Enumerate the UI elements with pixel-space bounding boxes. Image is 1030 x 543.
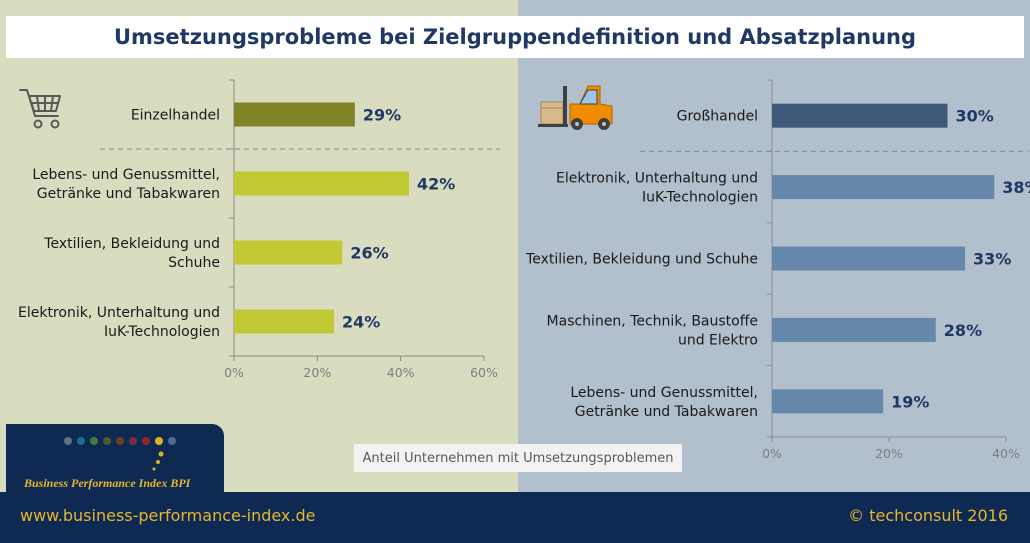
category-label: IuK-Technologien xyxy=(104,324,220,340)
value-label: 38% xyxy=(1002,178,1030,197)
footer-copyright: © techconsult 2016 xyxy=(848,506,1008,525)
value-label: 19% xyxy=(891,392,929,411)
bar xyxy=(772,317,936,342)
category-label: Einzelhandel xyxy=(131,108,220,124)
category-label: Lebens- und Genussmittel, xyxy=(32,167,220,183)
bar xyxy=(772,246,966,271)
bar xyxy=(234,309,334,334)
value-label: 28% xyxy=(944,321,982,340)
bar xyxy=(772,389,884,414)
category-label: Elektronik, Unterhaltung und xyxy=(18,305,220,321)
legend-caption-box: Anteil Unternehmen mit Umsetzungsproblem… xyxy=(354,444,682,472)
category-label: Getränke und Tabakwaren xyxy=(37,186,220,202)
x-tick-label: 20% xyxy=(303,365,331,380)
category-label: Textilien, Bekleidung und xyxy=(43,236,220,252)
category-label: Maschinen, Technik, Baustoffe xyxy=(547,313,758,329)
category-label: Lebens- und Genussmittel, xyxy=(570,385,758,401)
bar xyxy=(772,103,948,128)
title-bar: Umsetzungsprobleme bei Zielgruppendefini… xyxy=(6,16,1024,58)
value-label: 42% xyxy=(417,175,455,194)
forklift-icon xyxy=(538,85,613,130)
value-label: 29% xyxy=(363,106,401,125)
value-label: 26% xyxy=(350,244,388,263)
x-tick-label: 20% xyxy=(875,446,903,461)
x-tick-label: 0% xyxy=(224,365,244,380)
x-tick-label: 60% xyxy=(470,365,498,380)
value-label: 24% xyxy=(342,313,380,332)
x-tick-label: 0% xyxy=(762,446,782,461)
bar xyxy=(234,171,409,196)
category-label: Schuhe xyxy=(168,255,220,271)
footer-url[interactable]: www.business-performance-index.de xyxy=(20,506,316,525)
shopping-cart-icon xyxy=(19,89,61,129)
bpi-brand-text: Business Performance Index BPI xyxy=(24,476,191,490)
bpi-dots-icon xyxy=(64,437,176,471)
bar xyxy=(234,240,343,265)
bar xyxy=(772,175,995,200)
footer-bar: www.business-performance-index.de © tech… xyxy=(0,492,1030,543)
value-label: 30% xyxy=(956,107,994,126)
bar xyxy=(234,102,355,127)
right-bar-chart: 0% 20% 40% 30% Großhandel 38% Elektronik, Unte… xyxy=(525,79,1030,461)
left-bar-chart: 0% 20% 40% 60% 29% Einzelhandel 42% Lebens- und… xyxy=(18,79,500,380)
value-label: 33% xyxy=(973,250,1011,269)
x-tick-label: 40% xyxy=(992,446,1020,461)
category-label: Textilien, Bekleidung und Schuhe xyxy=(525,252,758,268)
category-label: Elektronik, Unterhaltung und xyxy=(556,171,758,187)
category-label: Großhandel xyxy=(677,109,758,125)
category-label: IuK-Technologien xyxy=(642,190,758,206)
x-tick-label: 40% xyxy=(387,365,415,380)
category-label: Getränke und Tabakwaren xyxy=(575,404,758,420)
chart-title: Umsetzungsprobleme bei Zielgruppendefini… xyxy=(114,25,916,49)
bpi-logo: Business Performance Index BPI xyxy=(6,424,224,492)
legend-caption: Anteil Unternehmen mit Umsetzungsproblem… xyxy=(362,450,674,466)
category-label: und Elektro xyxy=(678,332,758,348)
